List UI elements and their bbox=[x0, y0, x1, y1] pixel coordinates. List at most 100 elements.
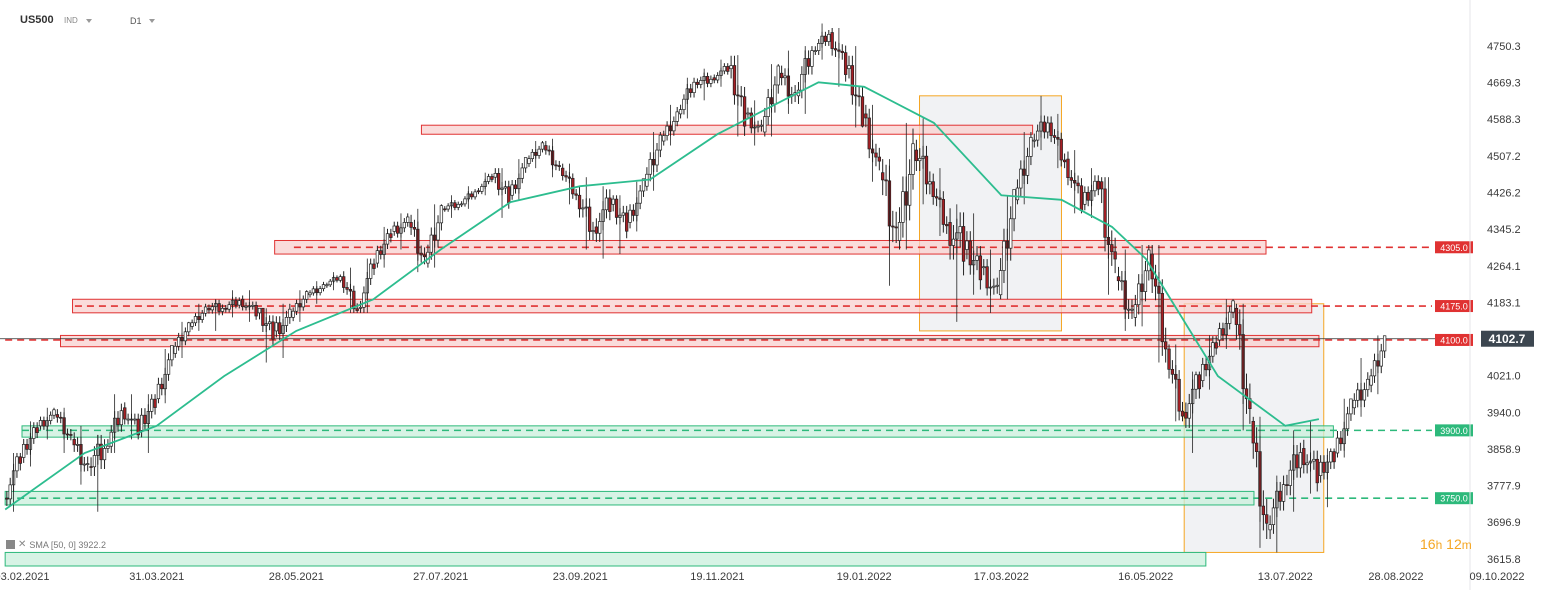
symbol-label[interactable]: US500 bbox=[20, 14, 54, 26]
candle-body bbox=[234, 299, 238, 306]
candle-body bbox=[429, 234, 433, 253]
candle-body bbox=[827, 33, 831, 42]
candle-body bbox=[1079, 185, 1084, 211]
candle-body bbox=[153, 398, 157, 408]
candle-body bbox=[1278, 490, 1282, 502]
x-tick-label: 28.08.2022 bbox=[1368, 571, 1423, 583]
support-zone bbox=[4, 551, 1207, 567]
candle-body bbox=[305, 291, 309, 300]
candle-body bbox=[672, 121, 676, 132]
candle-body bbox=[244, 305, 248, 308]
candle-body bbox=[507, 186, 511, 204]
candle-body bbox=[1184, 411, 1188, 419]
x-tick-label: 27.07.2021 bbox=[413, 571, 468, 583]
candle-body bbox=[628, 209, 632, 223]
sma-line bbox=[4, 81, 1320, 511]
candle-body bbox=[126, 418, 130, 421]
candle-body bbox=[1015, 187, 1020, 201]
current-price-label: 4102.7 bbox=[1489, 332, 1526, 346]
candle-body bbox=[392, 225, 396, 232]
candle-body bbox=[32, 427, 36, 439]
candle-body bbox=[217, 303, 221, 312]
candle-body bbox=[402, 222, 406, 229]
candle-body bbox=[35, 427, 39, 433]
candle-body bbox=[52, 409, 56, 416]
candle-body bbox=[257, 307, 262, 314]
candle-body bbox=[321, 284, 326, 289]
candle-body bbox=[874, 152, 878, 158]
candle-body bbox=[1164, 341, 1168, 350]
candle-body bbox=[1318, 461, 1323, 476]
candle-body bbox=[224, 307, 228, 310]
candle-body bbox=[92, 455, 97, 468]
candle-body bbox=[1251, 420, 1255, 444]
gear-icon[interactable] bbox=[6, 540, 15, 549]
candle-body bbox=[490, 176, 494, 180]
candle-body bbox=[928, 181, 932, 185]
candle-body bbox=[1298, 452, 1303, 469]
candle-body bbox=[187, 322, 191, 333]
y-tick-label: 3696.9 bbox=[1487, 517, 1521, 529]
candle-body bbox=[274, 322, 278, 332]
candle-body bbox=[1160, 293, 1164, 343]
candle-body bbox=[544, 145, 548, 151]
candle-body bbox=[847, 65, 851, 70]
candle-body bbox=[106, 445, 110, 449]
candle-body bbox=[699, 80, 703, 85]
candle-body bbox=[800, 73, 804, 91]
chevron-down-icon[interactable] bbox=[86, 19, 92, 23]
candle-body bbox=[1100, 181, 1104, 190]
candle-body bbox=[817, 43, 821, 51]
chevron-down-icon[interactable] bbox=[149, 19, 155, 23]
candle-body bbox=[1076, 182, 1080, 187]
candle-body bbox=[901, 191, 905, 223]
candle-body bbox=[284, 316, 289, 326]
candle-body bbox=[1120, 280, 1124, 283]
x-tick-label: 23.09.2021 bbox=[553, 571, 608, 583]
y-tick-label: 3777.9 bbox=[1487, 481, 1521, 493]
candle-body bbox=[833, 48, 838, 51]
candle-body bbox=[783, 75, 787, 79]
candle-body bbox=[409, 222, 413, 228]
candle-body bbox=[342, 276, 346, 288]
candle-body bbox=[227, 304, 231, 310]
candle-body bbox=[1214, 342, 1218, 349]
candle-body bbox=[1029, 137, 1033, 157]
timer-hours: 16 bbox=[1420, 536, 1436, 552]
candle-body bbox=[665, 125, 669, 136]
candle-body bbox=[1110, 244, 1114, 253]
candle-body bbox=[1049, 122, 1053, 136]
candle-body bbox=[75, 444, 80, 446]
close-icon[interactable]: ✕ bbox=[18, 539, 27, 550]
candle-body bbox=[15, 456, 19, 472]
candle-body bbox=[1197, 374, 1202, 390]
timeframe-selector[interactable]: D1 bbox=[130, 16, 142, 26]
level-tag-bg bbox=[1435, 300, 1473, 313]
candle-body bbox=[1379, 350, 1383, 367]
candle-body bbox=[160, 383, 164, 390]
candle-body bbox=[975, 255, 979, 261]
candle-body bbox=[598, 221, 602, 234]
x-tick-label: 28.05.2021 bbox=[269, 571, 324, 583]
candle-body bbox=[436, 222, 440, 241]
candle-body bbox=[190, 322, 194, 327]
candle-body bbox=[739, 95, 743, 98]
y-tick-label: 4750.3 bbox=[1487, 41, 1521, 53]
candle-body bbox=[1147, 249, 1151, 272]
timer-hours-unit: h bbox=[1435, 538, 1443, 552]
candle-body bbox=[116, 417, 120, 426]
candle-body bbox=[1052, 135, 1057, 138]
candle-body bbox=[813, 50, 817, 52]
candle-body bbox=[55, 414, 60, 418]
y-tick-label: 4588.3 bbox=[1487, 114, 1521, 126]
candle-body bbox=[345, 287, 349, 290]
candle-body bbox=[150, 398, 154, 412]
candle-body bbox=[1228, 311, 1232, 324]
level-tag-label: 4175.0 bbox=[1440, 302, 1468, 312]
candle-body bbox=[288, 308, 292, 318]
candle-body bbox=[379, 250, 383, 255]
candle-body bbox=[470, 193, 474, 198]
candle-body bbox=[881, 172, 885, 181]
